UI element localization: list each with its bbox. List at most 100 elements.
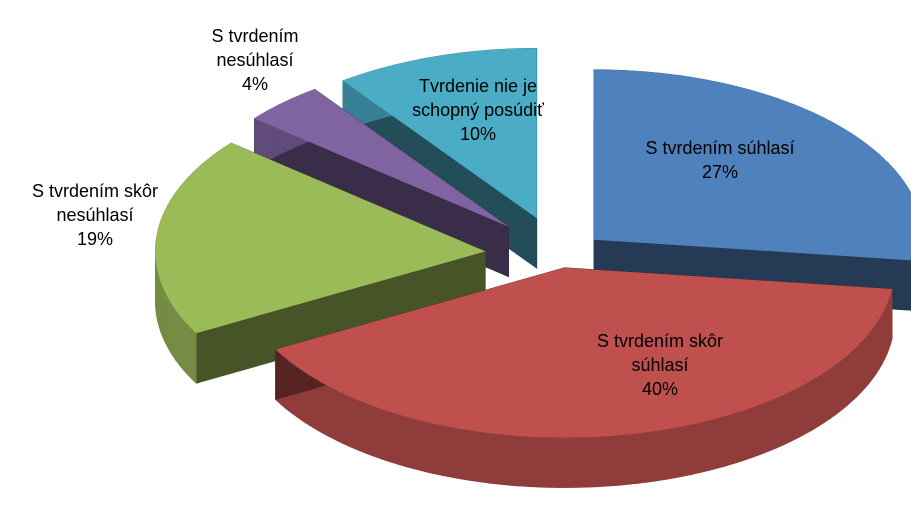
category-label: S tvrdením nesúhlasí — [211, 26, 299, 70]
slice-side — [776, 394, 785, 449]
slice-side — [645, 430, 656, 483]
slice-side — [869, 327, 874, 384]
slice-side — [460, 428, 471, 481]
slice-side — [179, 314, 184, 371]
slice-side — [557, 437, 568, 488]
slice — [275, 267, 893, 438]
slice-side — [406, 416, 416, 470]
slice-side — [635, 432, 647, 484]
slice-side — [655, 429, 666, 482]
slice-side — [577, 436, 588, 488]
slice — [155, 143, 486, 334]
slice-side — [547, 437, 559, 488]
slice-side — [469, 430, 481, 483]
slice-side — [479, 431, 490, 484]
data-label: Tvrdenie nie je schopný posúdiť 10% — [383, 74, 573, 146]
slice-side — [161, 285, 165, 341]
slice-side — [498, 433, 509, 486]
percent-label: 27% — [701, 162, 739, 182]
slice — [342, 48, 537, 219]
percent-label: 10% — [459, 124, 497, 144]
slice-side — [830, 363, 837, 419]
slice-side — [856, 341, 862, 398]
slice-side — [451, 426, 462, 480]
slice-side — [364, 402, 374, 457]
slice-side — [846, 350, 853, 407]
slice — [593, 69, 911, 261]
slice-side — [783, 390, 792, 446]
category-label: S tvrdením súhlasí — [645, 138, 795, 158]
slice-side — [841, 355, 848, 411]
slice-side — [182, 318, 188, 375]
slice-side — [804, 379, 813, 435]
slice-side — [442, 425, 452, 478]
slice-side — [673, 425, 684, 479]
slice-side — [876, 317, 880, 375]
slice-side — [342, 392, 351, 448]
slice-side — [860, 336, 866, 394]
slice-side — [683, 424, 693, 477]
slice-side — [760, 400, 770, 455]
slice-side — [727, 412, 737, 466]
slice-side — [719, 415, 729, 469]
slice-side — [518, 435, 529, 487]
slice-side — [835, 359, 842, 415]
data-label: S tvrdením súhlasí 27% — [620, 136, 820, 184]
slice-side — [166, 295, 170, 351]
slice-side — [752, 403, 762, 458]
percent-label: 19% — [76, 229, 114, 249]
slice-side — [701, 419, 711, 473]
slice-side — [736, 409, 746, 464]
slice-side — [508, 434, 519, 487]
slice-side — [692, 421, 702, 475]
category-label: S tvrdením skôr nesúhlasí — [31, 181, 159, 225]
slice-side — [879, 312, 883, 370]
slice-side — [527, 436, 539, 488]
slice-side — [334, 389, 343, 444]
percent-label: 4% — [241, 74, 268, 94]
slice-side — [851, 346, 857, 402]
slice-side — [349, 396, 358, 451]
slice-side — [768, 397, 777, 452]
data-label: S tvrdením skôr nesúhlasí 19% — [0, 179, 190, 251]
slice-side — [596, 435, 608, 488]
slice-side — [423, 421, 434, 474]
slice-side — [191, 328, 197, 385]
slice-side — [186, 323, 192, 380]
slice-side — [164, 290, 168, 346]
slice-side — [489, 432, 500, 485]
slice — [254, 89, 509, 227]
slice-side — [397, 414, 407, 468]
slice-side — [606, 435, 618, 487]
slice-side — [791, 387, 799, 442]
slice-side — [710, 417, 720, 471]
slice-side — [865, 332, 870, 389]
slice-side — [372, 405, 382, 460]
slice-side — [872, 322, 877, 380]
slice-side — [744, 406, 754, 461]
slice-side — [415, 418, 425, 472]
slice-side — [664, 427, 675, 480]
slice-side — [884, 303, 888, 360]
slice-side — [389, 411, 399, 465]
slice-side — [616, 434, 627, 486]
slice-side — [626, 433, 637, 485]
slice-side — [537, 436, 549, 488]
slice-side — [818, 371, 825, 427]
slice-side — [380, 408, 390, 463]
category-label: S tvrdením skôr súhlasí — [596, 331, 724, 375]
percent-label: 40% — [641, 379, 679, 399]
slice-side — [567, 437, 578, 488]
slice-side — [811, 375, 819, 431]
category-label: Tvrdenie nie je schopný posúdiť — [412, 76, 544, 120]
slice-side — [169, 299, 173, 357]
slice-side — [357, 399, 366, 454]
slice-side — [882, 308, 886, 365]
slice-side — [824, 367, 831, 423]
slice-side — [327, 385, 336, 441]
slice-side — [321, 381, 329, 437]
slice-side — [172, 304, 176, 362]
slice-side — [587, 436, 598, 488]
